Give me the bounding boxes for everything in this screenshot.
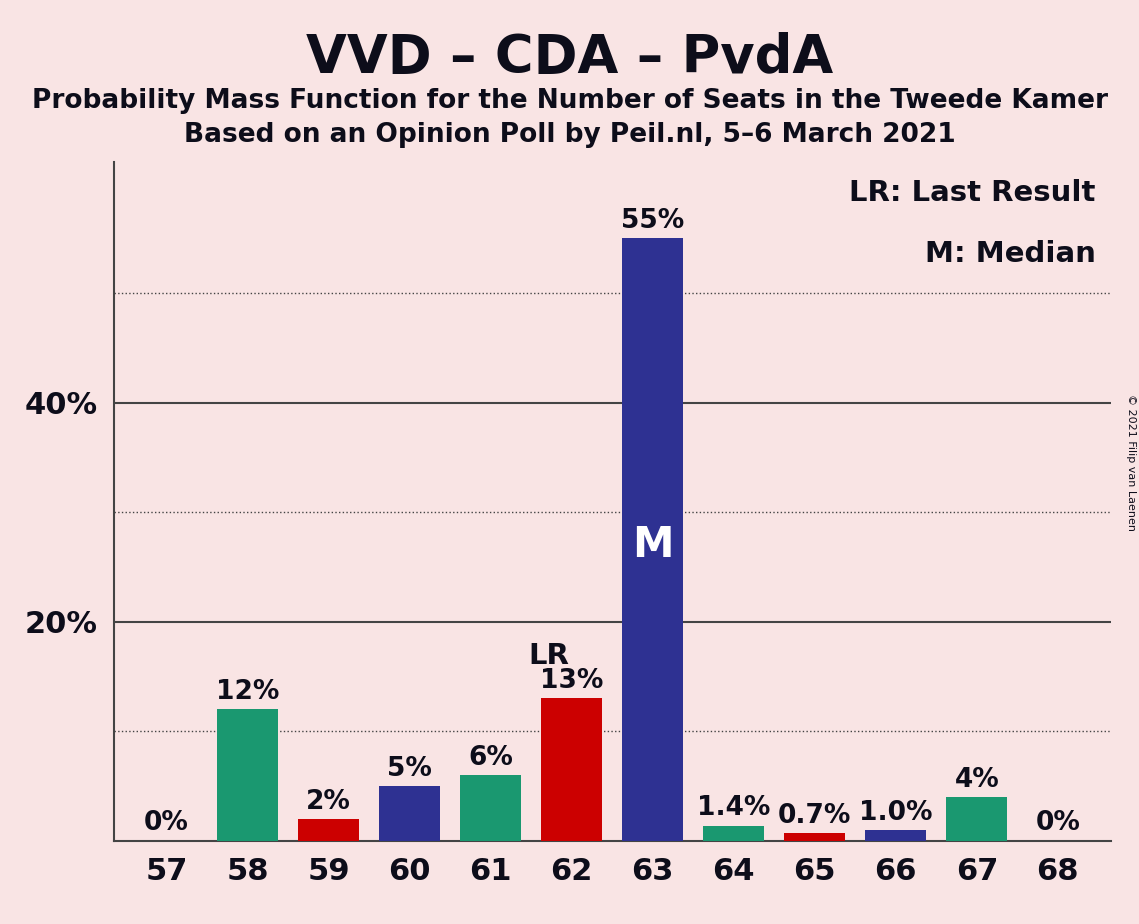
Bar (947, 797, 1007, 841)
Text: 0%: 0% (145, 810, 189, 836)
Bar (541, 699, 603, 841)
Text: 55%: 55% (621, 208, 685, 234)
Text: M: M (632, 524, 673, 566)
Bar (622, 238, 683, 841)
Bar (298, 819, 359, 841)
Text: 12%: 12% (216, 679, 279, 705)
Bar (866, 830, 926, 841)
Bar (704, 825, 764, 841)
Text: VVD – CDA – PvdA: VVD – CDA – PvdA (306, 32, 833, 84)
Bar (460, 775, 521, 841)
Text: LR: LR (528, 642, 570, 670)
Text: M: Median: M: Median (925, 240, 1096, 268)
Text: 5%: 5% (387, 756, 432, 782)
Text: 0.7%: 0.7% (778, 803, 852, 829)
Text: 13%: 13% (540, 668, 604, 694)
Bar (785, 833, 845, 841)
Text: 4%: 4% (954, 767, 999, 793)
Text: 0%: 0% (1035, 810, 1080, 836)
Text: 2%: 2% (306, 788, 351, 815)
Text: © 2021 Filip van Laenen: © 2021 Filip van Laenen (1126, 394, 1136, 530)
Bar (379, 786, 440, 841)
Text: Probability Mass Function for the Number of Seats in the Tweede Kamer: Probability Mass Function for the Number… (32, 88, 1107, 114)
Text: 1.4%: 1.4% (697, 796, 770, 821)
Bar (218, 710, 278, 841)
Text: 6%: 6% (468, 745, 513, 771)
Text: LR: Last Result: LR: Last Result (850, 178, 1096, 207)
Text: Based on an Opinion Poll by Peil.nl, 5–6 March 2021: Based on an Opinion Poll by Peil.nl, 5–6… (183, 122, 956, 148)
Text: 1.0%: 1.0% (859, 799, 933, 825)
